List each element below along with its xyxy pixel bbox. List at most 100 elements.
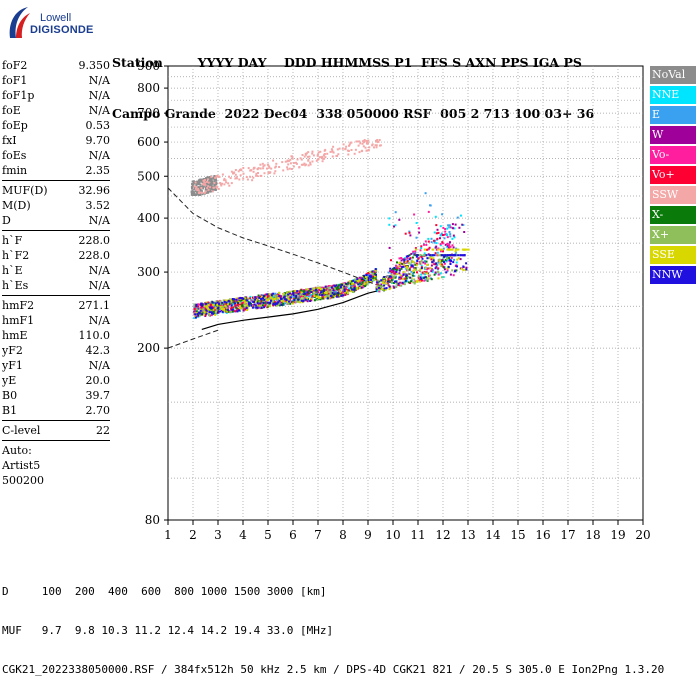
echo-point <box>420 260 423 262</box>
echo-point <box>315 159 318 162</box>
echo-point <box>463 254 466 257</box>
echo-point <box>200 187 203 189</box>
echo-point <box>323 153 326 155</box>
param-value: N/A <box>88 279 110 292</box>
echo-point <box>346 285 349 287</box>
echo-point <box>291 300 294 303</box>
echo-point <box>427 210 430 213</box>
echo-point <box>252 170 255 173</box>
echo-point <box>390 281 393 284</box>
param-name: h`F <box>2 234 23 247</box>
echo-point <box>259 302 262 305</box>
echo-point <box>430 237 433 240</box>
echo-point <box>225 181 228 184</box>
echo-point <box>259 305 261 307</box>
echo-point <box>222 302 225 305</box>
echo-point <box>193 307 196 310</box>
echo-point <box>206 176 209 179</box>
echo-point <box>356 286 359 289</box>
echo-point <box>260 300 262 303</box>
echo-point <box>406 267 409 270</box>
echo-point <box>255 172 258 175</box>
echo-point <box>439 250 442 253</box>
echo-point <box>374 144 377 147</box>
echo-point <box>427 277 430 280</box>
echo-point <box>420 256 423 258</box>
echo-point <box>383 277 386 280</box>
echo-point <box>360 285 363 288</box>
echo-point <box>395 275 397 278</box>
echo-point <box>227 302 230 304</box>
echo-point <box>449 273 452 276</box>
echo-point <box>219 300 222 303</box>
echo-point <box>315 288 318 291</box>
echo-point <box>300 291 303 294</box>
param-row: h`F2 228.0 <box>2 248 110 263</box>
echo-point <box>310 297 313 300</box>
echo-point <box>300 290 303 293</box>
echo-point <box>201 186 204 189</box>
echo-point <box>201 311 203 314</box>
echo-point <box>358 285 361 288</box>
echo-point <box>361 142 364 145</box>
echo-point <box>429 254 432 257</box>
echo-point <box>260 306 263 309</box>
echo-point <box>292 291 295 294</box>
echo-point <box>235 298 238 301</box>
echo-point <box>209 306 212 309</box>
echo-point <box>413 261 416 264</box>
y-tick-label: 700 <box>137 106 160 120</box>
legend-item-x-: X- <box>650 206 696 224</box>
echo-point <box>365 140 368 143</box>
echo-point <box>403 281 405 284</box>
echo-point <box>258 296 261 299</box>
echo-point <box>231 298 234 300</box>
echo-point <box>431 261 434 264</box>
echo-point <box>442 250 444 253</box>
echo-point <box>282 298 285 301</box>
echo-point <box>328 295 330 298</box>
echo-point <box>449 226 452 229</box>
echo-point <box>268 166 271 169</box>
echo-point <box>403 261 406 264</box>
echo-point <box>206 180 208 183</box>
echo-point <box>212 304 215 306</box>
echo-point <box>425 243 428 246</box>
echo-point <box>324 285 327 288</box>
echo-point <box>210 301 213 304</box>
echo-point <box>203 179 206 181</box>
echo-point <box>366 278 369 281</box>
echo-point <box>409 267 411 270</box>
echo-point <box>416 279 419 282</box>
echo-point <box>440 248 443 251</box>
echo-point <box>340 287 343 290</box>
echo-point <box>368 146 371 149</box>
echo-point <box>261 297 264 300</box>
echo-point <box>345 145 348 148</box>
echo-point <box>192 183 195 186</box>
echo-point <box>358 279 361 282</box>
echo-point <box>316 153 319 156</box>
echo-point <box>254 301 257 303</box>
echo-point <box>238 297 241 300</box>
echo-point <box>207 304 210 307</box>
echo-point <box>213 312 215 315</box>
echo-point <box>332 296 335 299</box>
echo-point <box>409 263 412 266</box>
echo-point <box>293 298 296 301</box>
echo-point <box>284 298 287 301</box>
echo-point <box>292 301 295 303</box>
x-tick-label: 10 <box>385 528 400 542</box>
echo-point <box>221 303 224 306</box>
echo-point <box>342 143 345 146</box>
echo-point <box>368 275 371 278</box>
param-value: 2.70 <box>85 404 111 417</box>
echo-point <box>431 248 434 251</box>
param-value: N/A <box>88 264 110 277</box>
echo-point <box>213 188 215 191</box>
echo-point <box>415 236 418 239</box>
echo-point <box>303 155 306 158</box>
echo-point <box>336 285 339 288</box>
echo-point <box>248 301 251 304</box>
echo-point <box>296 290 299 293</box>
